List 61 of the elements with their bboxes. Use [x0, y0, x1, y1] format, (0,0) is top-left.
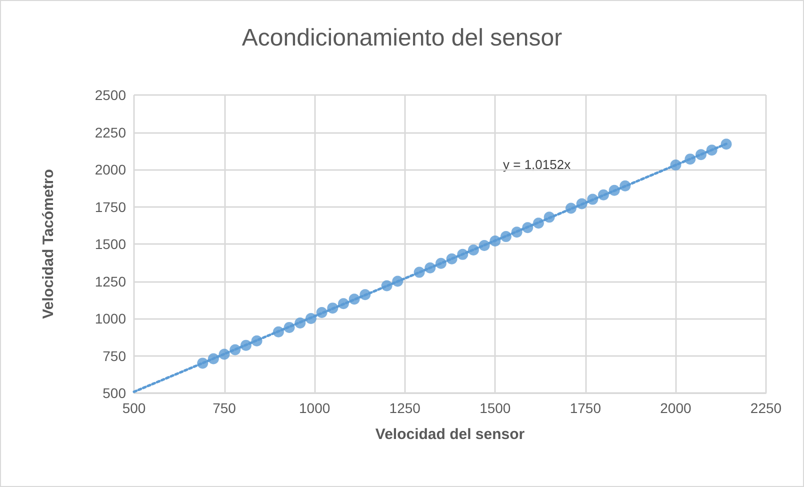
point — [522, 222, 534, 234]
point — [670, 160, 682, 171]
y-tick-label: 1250 — [94, 273, 126, 290]
point — [284, 322, 295, 333]
x-tick-label: 500 — [122, 400, 146, 416]
point — [218, 348, 230, 360]
point — [446, 253, 458, 264]
point — [348, 294, 360, 305]
point — [490, 236, 501, 247]
point — [457, 248, 468, 260]
x-tick-label: 2000 — [660, 400, 692, 416]
x-tick-label: 1500 — [480, 400, 511, 416]
y-axis-title: Velocidad Tacómetro — [40, 169, 57, 319]
y-tick-label: 1500 — [94, 236, 126, 252]
point — [338, 298, 349, 310]
x-tick-label: 1750 — [570, 400, 602, 416]
point — [272, 326, 284, 338]
point — [316, 307, 328, 318]
x-tick-label: 1250 — [389, 400, 421, 416]
x-tick-label: 1000 — [298, 400, 330, 416]
point — [576, 198, 588, 210]
point — [251, 335, 262, 346]
point — [684, 154, 696, 165]
point — [424, 262, 436, 274]
x-tick-label: 750 — [212, 400, 236, 416]
point — [587, 194, 598, 205]
point — [706, 144, 718, 156]
point — [230, 344, 241, 356]
point — [598, 189, 609, 200]
point — [360, 289, 371, 300]
point — [208, 353, 219, 364]
y-tick-label: 1000 — [94, 310, 126, 326]
point — [294, 317, 306, 328]
chart-title: Acondicionamiento del sensor — [242, 24, 562, 52]
point — [392, 276, 404, 287]
point — [720, 138, 732, 150]
point — [435, 258, 446, 269]
x-tick-label: 2250 — [750, 400, 782, 416]
point — [696, 149, 706, 160]
point — [608, 184, 620, 196]
point — [500, 231, 512, 242]
point — [468, 244, 479, 256]
point — [381, 280, 392, 292]
y-tick-label: 2250 — [94, 124, 126, 140]
point — [305, 313, 316, 324]
point — [511, 226, 522, 238]
y-tick-label: 500 — [102, 385, 126, 401]
point — [544, 212, 555, 223]
point — [327, 302, 338, 314]
point — [197, 358, 208, 369]
point — [620, 180, 631, 192]
point — [565, 202, 576, 214]
y-tick-label: 750 — [102, 348, 126, 364]
point — [532, 218, 544, 229]
point — [414, 266, 425, 278]
y-tick-label: 1750 — [94, 198, 126, 215]
point — [478, 240, 490, 251]
point — [240, 340, 252, 351]
y-tick-label: 2000 — [94, 162, 126, 178]
x-axis-title: Velocidad del sensor — [375, 426, 525, 443]
y-tick-label: 2500 — [94, 87, 126, 103]
